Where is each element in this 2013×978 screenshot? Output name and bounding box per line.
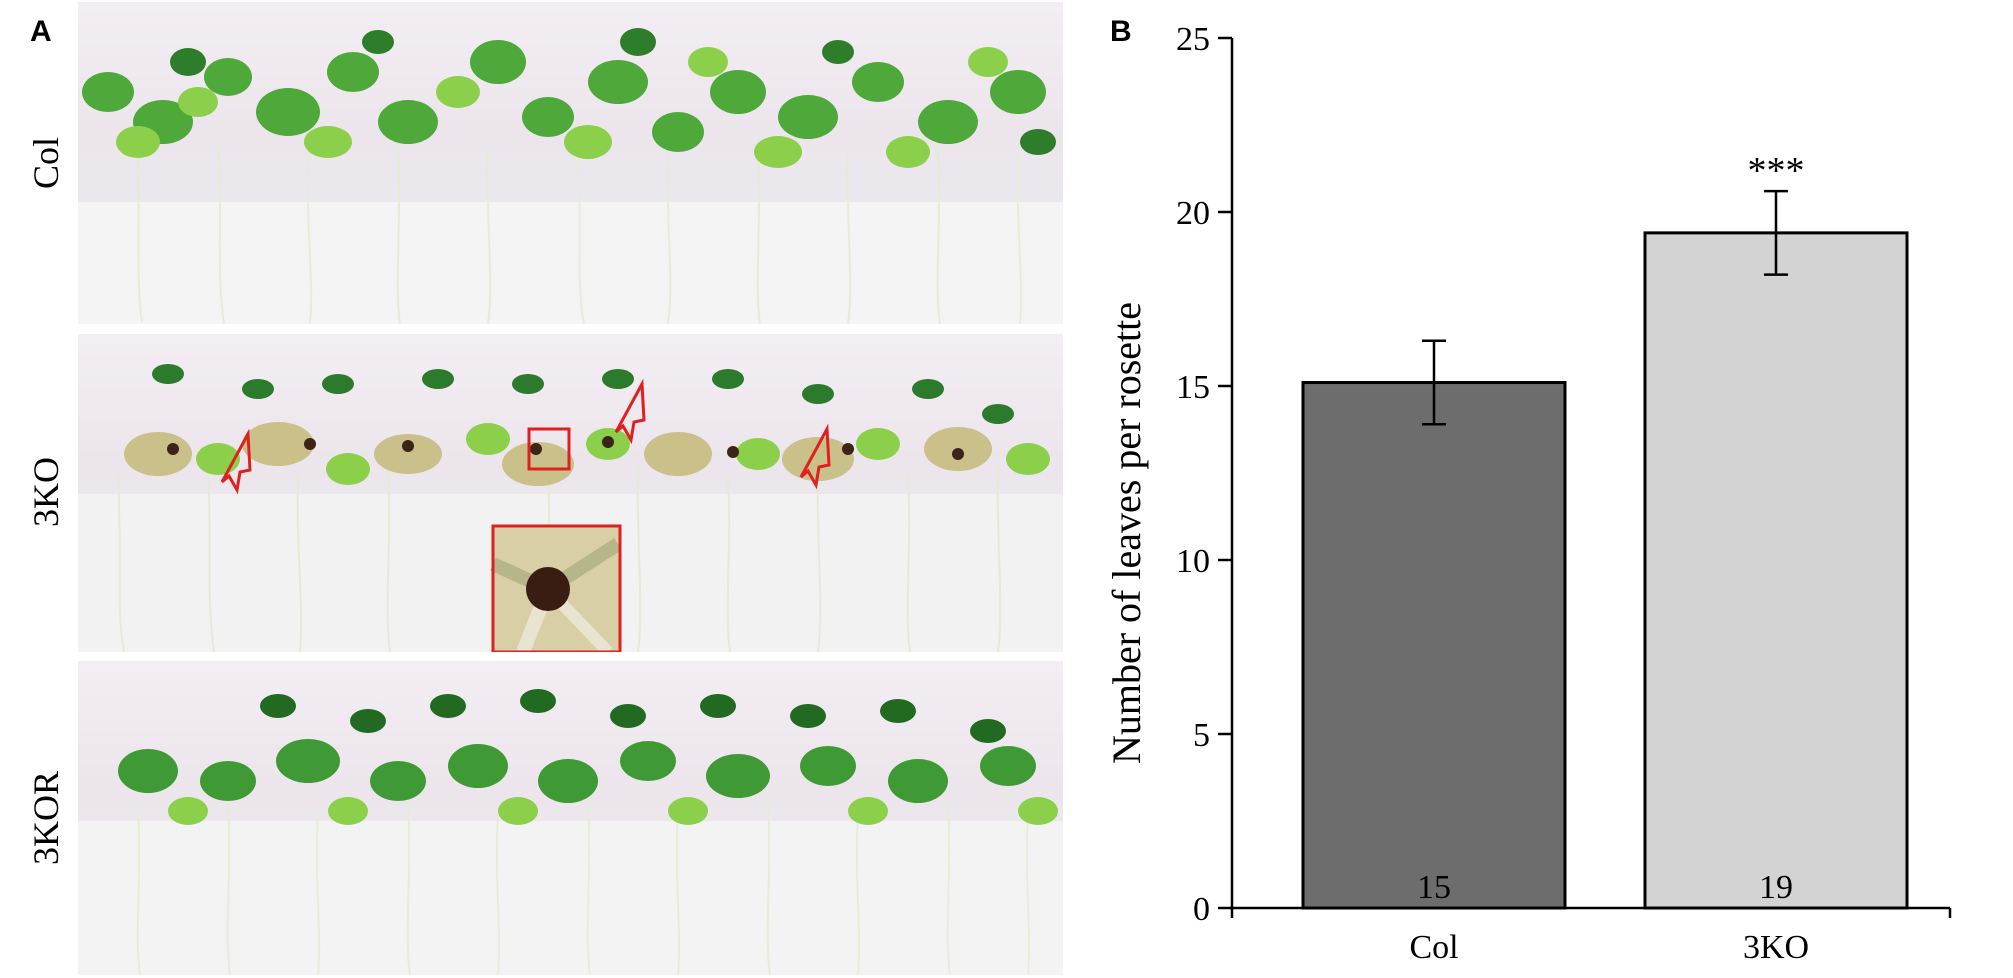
seedling-photo-3kor xyxy=(78,661,1063,975)
x-category-label: Col xyxy=(1409,929,1458,966)
seedling-illustration-col xyxy=(78,28,1063,324)
row-label-3kor: 3KOR xyxy=(26,770,66,866)
panel-b-letter: B xyxy=(1110,15,1132,48)
y-tick-label: 20 xyxy=(1176,195,1210,232)
seedling-illustration-3kor xyxy=(78,689,1063,975)
bar xyxy=(1643,231,1909,910)
row-label-3ko: 3KO xyxy=(26,457,66,527)
bar-count-label: 15 xyxy=(1417,869,1451,906)
panel-a-letter: A xyxy=(30,15,52,48)
significance-label: *** xyxy=(1748,150,1805,192)
seedling-photo-col xyxy=(78,2,1063,324)
y-tick-label: 5 xyxy=(1193,717,1210,754)
bar-chart: 0 5 10 15 20 25 Number of leaves per rosette 15… xyxy=(1104,21,1952,966)
y-tick-label: 25 xyxy=(1176,21,1210,58)
y-tick-label: 15 xyxy=(1176,369,1210,406)
y-axis-label: Number of leaves per rosette xyxy=(1104,302,1149,764)
inset-magnified xyxy=(490,524,622,652)
seedling-photo-3ko xyxy=(78,334,1063,652)
bar xyxy=(1301,381,1567,910)
x-category-label: 3KO xyxy=(1743,929,1809,966)
y-tick-label: 0 xyxy=(1193,891,1210,928)
bar-count-label: 19 xyxy=(1759,869,1793,906)
row-label-col: Col xyxy=(26,136,66,190)
seedling-illustration-3ko xyxy=(78,364,1063,652)
y-tick-label: 10 xyxy=(1176,543,1210,580)
